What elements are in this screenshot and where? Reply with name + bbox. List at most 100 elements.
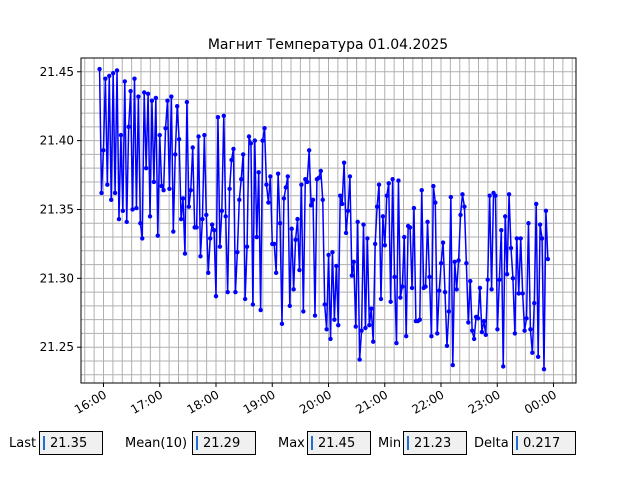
data-point	[520, 291, 525, 296]
data-point	[252, 138, 258, 143]
data-point	[277, 221, 283, 226]
data-point	[336, 322, 341, 328]
data-point	[174, 104, 180, 109]
data-point	[483, 332, 488, 337]
data-point	[138, 221, 143, 226]
data-point	[502, 214, 508, 219]
data-point	[407, 225, 413, 230]
data-point	[204, 212, 209, 218]
data-point	[178, 216, 184, 222]
mean10-value: 21.29	[203, 436, 241, 451]
data-point	[318, 168, 324, 174]
data-point	[295, 216, 300, 222]
data-point	[163, 126, 168, 131]
data-point	[534, 201, 539, 207]
data-point	[382, 243, 388, 248]
data-point	[211, 227, 217, 233]
data-point	[477, 285, 483, 291]
data-point	[446, 309, 452, 314]
data-point	[180, 196, 186, 201]
data-point	[460, 192, 465, 197]
data-point	[417, 317, 422, 322]
data-point	[409, 285, 415, 291]
data-point	[390, 176, 395, 182]
data-point	[297, 267, 302, 273]
data-point	[134, 205, 139, 211]
data-point	[200, 216, 205, 222]
data-point	[306, 148, 312, 153]
min-label: Min	[378, 436, 402, 451]
data-point	[435, 331, 440, 336]
data-point	[489, 287, 494, 292]
data-point	[479, 329, 485, 335]
data-point	[299, 182, 304, 187]
data-point	[231, 146, 236, 152]
data-point	[438, 260, 444, 266]
data-point	[411, 205, 417, 211]
data-point	[419, 188, 424, 193]
data-point	[305, 179, 310, 185]
data-point	[250, 302, 256, 307]
data-point	[235, 249, 240, 255]
data-point	[349, 273, 355, 278]
data-point	[530, 350, 535, 355]
data-point	[367, 322, 372, 328]
data-point	[339, 201, 345, 207]
data-point	[110, 70, 116, 76]
data-point	[256, 170, 261, 175]
data-point	[376, 182, 382, 187]
data-point	[145, 91, 151, 97]
data-point	[326, 252, 331, 258]
data-point	[244, 244, 250, 249]
data-point	[194, 225, 199, 230]
data-point	[514, 236, 520, 241]
data-point	[118, 132, 124, 138]
x-tick-label: 18:00	[185, 387, 222, 416]
data-point	[450, 362, 455, 368]
data-point	[539, 236, 545, 241]
data-point	[272, 241, 277, 247]
data-point	[287, 303, 292, 309]
data-point	[316, 175, 322, 181]
data-point	[312, 313, 318, 318]
x-tick-label: 19:00	[241, 387, 278, 416]
data-point	[462, 204, 467, 209]
data-point	[126, 124, 131, 130]
data-point	[147, 214, 153, 219]
data-point	[176, 137, 182, 142]
data-point	[273, 270, 279, 276]
data-point	[202, 132, 207, 138]
data-point	[103, 76, 108, 81]
data-point	[378, 296, 384, 302]
data-point	[165, 98, 170, 103]
y-axis: 21.25 21.30 21.35 21.40 21.45	[40, 65, 81, 354]
x-tick-label: 22:00	[410, 387, 447, 416]
data-point	[386, 181, 391, 186]
data-point	[188, 188, 193, 193]
data-point	[404, 333, 409, 339]
data-point	[217, 244, 223, 249]
data-point	[155, 233, 160, 238]
y-tick-label: 21.30	[40, 271, 74, 285]
data-point	[334, 263, 339, 269]
data-point	[374, 204, 380, 209]
data-point	[291, 287, 296, 292]
data-point	[161, 188, 166, 193]
data-point	[427, 274, 432, 280]
data-point	[116, 216, 122, 222]
data-point	[120, 208, 126, 214]
data-point	[223, 214, 228, 219]
data-point	[442, 289, 448, 295]
data-point	[524, 316, 529, 321]
data-point	[281, 196, 287, 201]
data-point	[495, 327, 500, 332]
data-point	[124, 219, 129, 225]
data-point	[227, 186, 232, 192]
data-point	[149, 98, 155, 103]
data-point	[436, 288, 442, 293]
data-point	[388, 299, 393, 304]
data-point	[264, 182, 269, 187]
data-point	[239, 176, 244, 182]
data-point	[112, 190, 118, 196]
data-point	[190, 145, 195, 150]
